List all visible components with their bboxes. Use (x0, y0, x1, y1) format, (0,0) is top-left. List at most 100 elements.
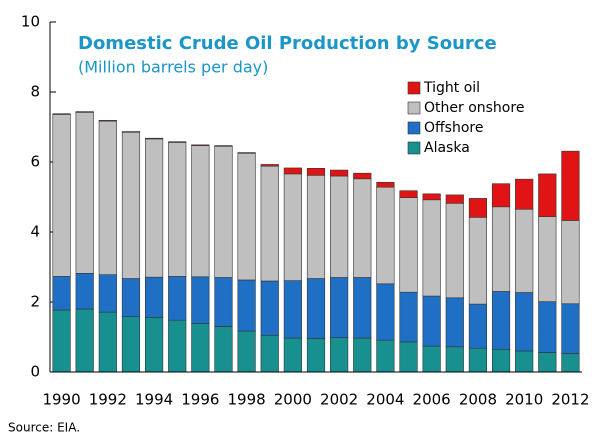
bar-segment (468, 303, 488, 349)
bar-segment (515, 208, 534, 293)
chart-title: Domestic Crude Oil Production by Source (78, 33, 497, 54)
bar-segment (399, 291, 418, 343)
x-tick-label: 2000 (274, 391, 312, 409)
legend-label: Alaska (424, 140, 470, 156)
bar-segment (283, 280, 302, 339)
bar-segment (237, 330, 256, 373)
bar-segment (260, 334, 279, 373)
bar-segment (330, 175, 349, 278)
bar-segment (468, 217, 488, 305)
chart-subtitle: (Million barrels per day) (78, 58, 268, 77)
y-tick-label: 10 (21, 13, 40, 31)
bar-segment (306, 175, 326, 279)
x-tick-label: 1996 (181, 391, 219, 409)
bar-segment (561, 353, 580, 373)
bar-segment (376, 339, 395, 373)
legend-swatch (407, 121, 421, 135)
bar-segment (445, 203, 464, 299)
bar-segment (538, 301, 557, 353)
bar-segment (191, 323, 210, 373)
bar-segment (353, 172, 372, 180)
bar-segment (168, 319, 187, 373)
bar-segment (515, 350, 534, 373)
x-tick-label: 2012 (551, 391, 589, 409)
bar-segment (306, 338, 326, 373)
bar-segment (376, 283, 395, 341)
bar-segment (214, 145, 233, 278)
bar-segment (144, 276, 164, 318)
legend-swatch (407, 81, 421, 95)
x-tick-label: 2010 (505, 391, 543, 409)
bar-segment (121, 131, 141, 133)
bar-segment (52, 114, 71, 277)
legend-swatch (407, 141, 421, 155)
bar-segment (399, 197, 418, 293)
bar-segment (121, 278, 141, 317)
y-tick-label: 2 (30, 293, 40, 311)
bar-segment (260, 280, 279, 336)
bar-segment (468, 198, 488, 218)
bar-segment (422, 199, 441, 297)
x-tick-label: 2004 (366, 391, 404, 409)
bar-segment (399, 190, 418, 198)
legend-label: Tight oil (423, 80, 480, 96)
x-tick-label: 2008 (459, 391, 497, 409)
bar-segment (491, 291, 511, 350)
bar-segment (491, 348, 511, 373)
bar-segment (283, 337, 302, 373)
bar-segment (98, 274, 117, 313)
bar-segment (75, 112, 94, 274)
bar-segment (491, 206, 511, 292)
bar-segment (353, 277, 372, 339)
bar-segment (538, 173, 557, 217)
bar-segment (75, 272, 94, 310)
bar-segment (468, 347, 488, 373)
x-tick-label: 1992 (89, 391, 127, 409)
y-tick-label: 8 (30, 83, 40, 101)
bar-segment (306, 168, 326, 176)
x-tick-label: 2002 (320, 391, 358, 409)
bar-segment (515, 178, 534, 210)
y-tick-label: 0 (30, 363, 40, 381)
bar-segment (260, 164, 279, 167)
source-note: Source: EIA. (8, 421, 80, 435)
x-tick-label: 1994 (135, 391, 173, 409)
bar-segment (283, 167, 302, 175)
bar-segment (306, 278, 326, 339)
bar-segment (445, 297, 464, 348)
legend-label: Offshore (424, 120, 483, 136)
bar-segment (52, 113, 71, 115)
bar-segment (168, 141, 187, 143)
bar-segment (168, 142, 187, 277)
bar-segment (75, 308, 94, 373)
bar-segment (422, 345, 441, 373)
legend-swatch (407, 101, 421, 115)
bar-segment (168, 276, 187, 321)
x-tick-label: 2006 (413, 391, 451, 409)
bar-segment (237, 152, 256, 154)
y-tick-label: 4 (30, 223, 40, 241)
bar-segment (376, 182, 395, 188)
bar-segment (52, 309, 71, 373)
bar-segment (491, 183, 511, 208)
bar-segment (260, 165, 279, 282)
bar-segment (214, 145, 233, 147)
x-tick-label: 1990 (42, 391, 80, 409)
bar-segment (353, 337, 372, 373)
bar-segment (52, 276, 71, 311)
bar-segment (330, 277, 349, 339)
bar-segment (353, 178, 372, 278)
bar-segment (515, 292, 534, 352)
bar-segment (214, 326, 233, 373)
bar-segment (538, 352, 557, 373)
bar-segment (445, 346, 464, 373)
x-tick-label: 1998 (228, 391, 266, 409)
bar-segment (121, 131, 141, 279)
legend-label: Other onshore (424, 100, 524, 116)
bar-segment (98, 120, 117, 275)
bar-segment (445, 194, 464, 204)
bar-segment (144, 317, 164, 373)
bar-segment (121, 316, 141, 373)
bar-segment (191, 276, 210, 324)
bar-segment (538, 216, 557, 302)
